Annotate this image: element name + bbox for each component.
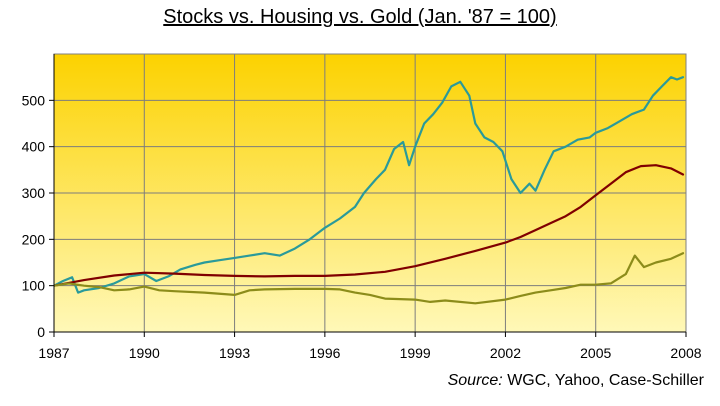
source-note: Source: WGC, Yahoo, Case-Schiller [448,372,704,390]
chart-title: Stocks vs. Housing vs. Gold (Jan. '87 = … [163,6,557,28]
x-tick-label-1996: 1996 [309,345,340,361]
y-tick-label-100: 100 [22,278,46,294]
y-tick-label-500: 500 [22,92,46,108]
series-line-housing [54,164,685,287]
y-tick-label-200: 200 [22,231,46,247]
x-tick-label-2005: 2005 [580,345,611,361]
y-tick-label-400: 400 [22,139,46,155]
y-tick-label-300: 300 [22,185,46,201]
x-tick-label-2008: 2008 [670,345,701,361]
series-line-stocks [54,76,685,294]
x-tick-label-1987: 1987 [38,345,69,361]
source-label: Source: [447,372,503,389]
x-tick-label-1999: 1999 [400,345,431,361]
series-line-gold [54,252,685,305]
x-tick-label-2002: 2002 [490,345,521,361]
x-tick-label-1990: 1990 [129,345,160,361]
source-text: WGC, Yahoo, Case-Schiller [507,372,704,389]
y-tick-label-0: 0 [37,324,45,340]
x-tick-label-1993: 1993 [219,345,250,361]
